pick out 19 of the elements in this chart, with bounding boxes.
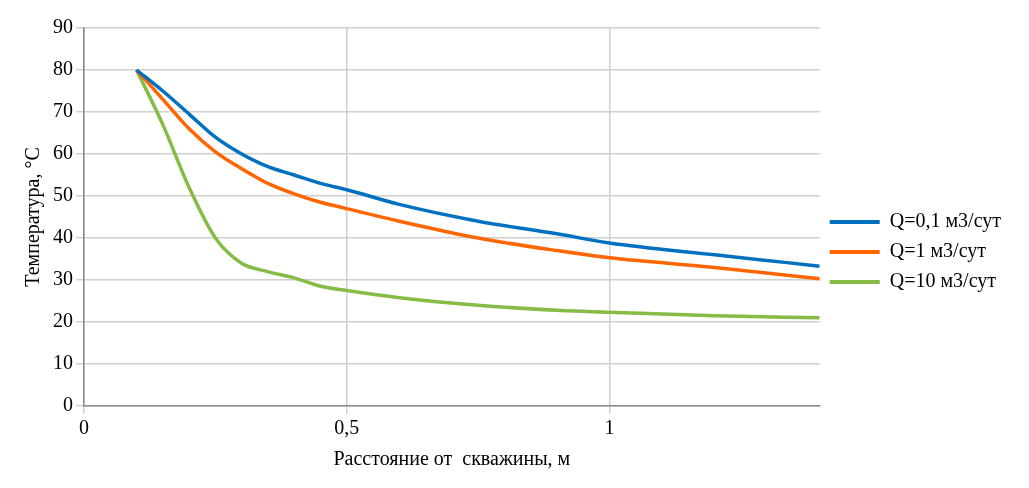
- y-axis-title: Температура, °С: [21, 147, 45, 287]
- legend-label: Q=10 м3/сут: [889, 269, 997, 293]
- y-tick-label: 60: [53, 141, 73, 164]
- x-tick-label: 0,5: [334, 416, 360, 439]
- line-series: [134, 68, 820, 320]
- y-tick-label: 0: [63, 393, 73, 416]
- y-tick-label: 80: [53, 57, 73, 80]
- x-tick-label: 0: [79, 416, 89, 439]
- y-tick-label: 40: [53, 225, 73, 248]
- y-tick-label: 50: [53, 183, 73, 206]
- y-tick-label: 10: [53, 351, 73, 374]
- y-tick-label: 30: [53, 267, 73, 290]
- legend-label: Q=1 м3/сут: [889, 239, 987, 263]
- y-tick-label: 70: [53, 99, 73, 122]
- legend-label: Q=0,1 м3/сут: [889, 209, 1002, 233]
- x-axis-title: Расстояние от скважины, м: [333, 447, 571, 470]
- y-tick-label: 90: [53, 15, 73, 38]
- y-tick-label: 20: [53, 309, 73, 332]
- x-tick-label: 1: [604, 416, 615, 439]
